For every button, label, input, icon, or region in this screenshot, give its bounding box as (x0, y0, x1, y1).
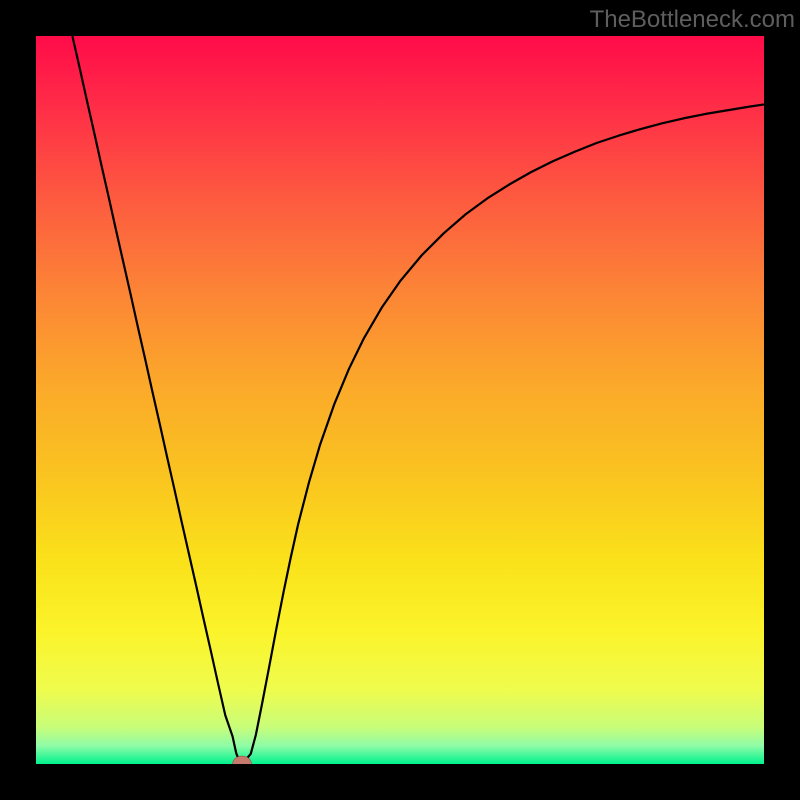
plot-area (36, 36, 764, 764)
watermark-text: TheBottleneck.com (590, 6, 795, 34)
plot-svg-layer (36, 36, 764, 764)
bottleneck-curve (72, 36, 764, 763)
figure-root: TheBottleneck.com (0, 0, 800, 800)
